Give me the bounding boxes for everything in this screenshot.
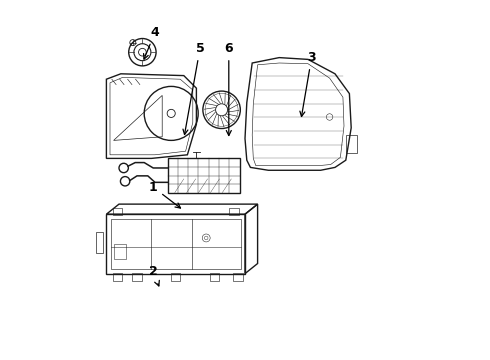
Text: 3: 3 xyxy=(300,51,316,117)
Bar xyxy=(210,273,219,281)
Text: 2: 2 xyxy=(149,265,159,286)
Text: 6: 6 xyxy=(224,42,233,135)
Bar xyxy=(113,208,122,215)
Bar xyxy=(111,219,241,269)
Bar xyxy=(171,273,180,281)
Bar xyxy=(132,273,142,281)
Bar xyxy=(114,244,126,259)
Text: 1: 1 xyxy=(149,181,180,208)
Bar xyxy=(106,214,245,274)
Text: 4: 4 xyxy=(144,26,159,59)
Bar xyxy=(168,158,240,193)
Bar xyxy=(233,273,243,281)
Bar xyxy=(113,273,122,281)
Text: 5: 5 xyxy=(183,42,204,135)
Bar xyxy=(229,208,239,215)
